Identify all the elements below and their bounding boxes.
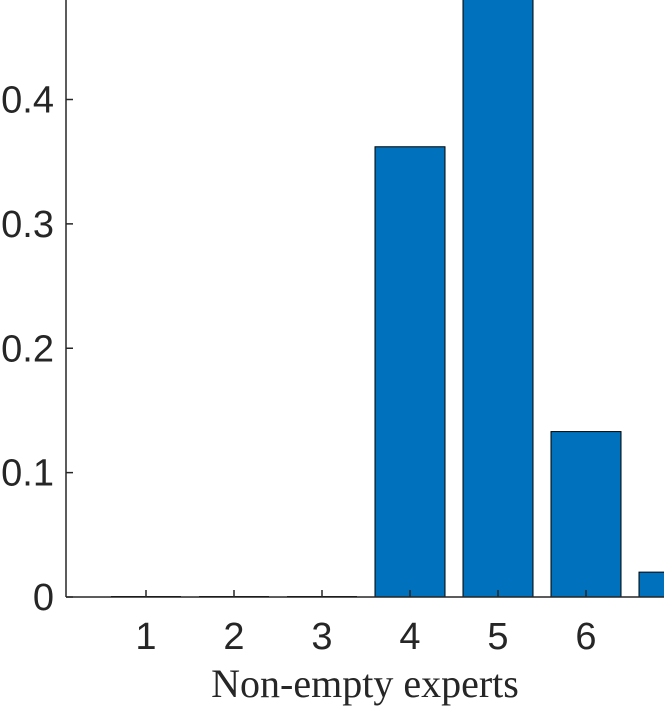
x-axis-title: Non-empty experts xyxy=(211,661,519,706)
x-tick-label: 5 xyxy=(487,616,508,658)
y-tick-label: 0.1 xyxy=(1,453,54,495)
x-tick-label: 4 xyxy=(399,616,420,658)
x-tick-label: 2 xyxy=(223,616,244,658)
x-tick-label: 6 xyxy=(575,616,596,658)
bar-4 xyxy=(374,146,446,598)
y-tick-label: 0.4 xyxy=(1,80,54,122)
y-tick-label: 0.3 xyxy=(1,204,54,246)
bar-6 xyxy=(550,431,622,598)
x-tick-label: 1 xyxy=(135,616,156,658)
bar-7 xyxy=(638,571,664,598)
bars-group xyxy=(111,0,664,598)
y-tick-label: 0 xyxy=(33,577,54,619)
x-tick-label: 3 xyxy=(311,616,332,658)
y-tick-label: 0.2 xyxy=(1,328,54,370)
axes-group xyxy=(65,0,664,598)
bar-5 xyxy=(462,0,534,598)
labels-group: 00.10.20.30.41234567 xyxy=(1,80,664,659)
